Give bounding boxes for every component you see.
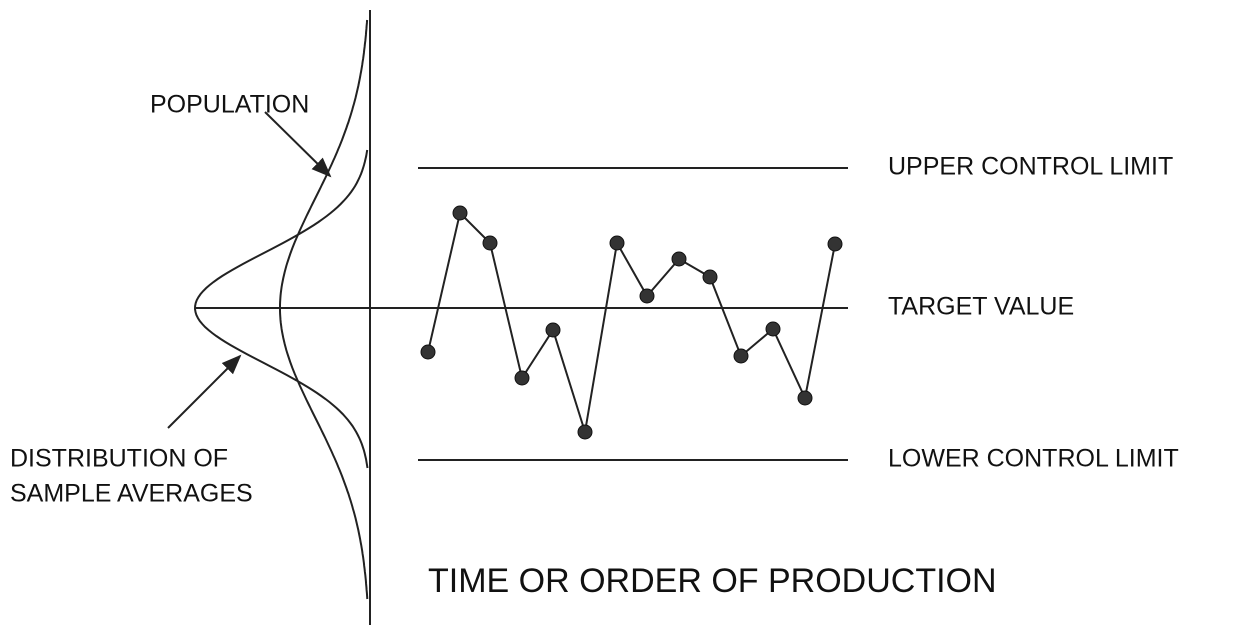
point	[797, 390, 813, 406]
point	[827, 236, 843, 252]
label: DISTRIBUTION OF	[10, 445, 228, 473]
label: TARGET VALUE	[888, 293, 1074, 321]
label: UPPER CONTROL LIMIT	[888, 153, 1173, 181]
point	[577, 424, 593, 440]
point	[514, 370, 530, 386]
point	[733, 348, 749, 364]
point	[420, 344, 436, 360]
point	[639, 288, 655, 304]
label: POPULATION	[150, 91, 309, 119]
population-curve	[279, 19, 369, 600]
point	[671, 251, 687, 267]
point	[482, 235, 498, 251]
point	[702, 269, 718, 285]
point	[452, 205, 468, 221]
arrow	[264, 111, 332, 178]
label: LOWER CONTROL LIMIT	[888, 445, 1179, 473]
sample-average-curve	[193, 149, 369, 469]
label: SAMPLE AVERAGES	[10, 480, 253, 508]
x-axis-label: TIME OR ORDER OF PRODUCTION	[428, 562, 997, 600]
point	[765, 321, 781, 337]
point	[609, 235, 625, 251]
points	[420, 205, 843, 440]
point	[545, 322, 561, 338]
arrow	[167, 354, 242, 429]
